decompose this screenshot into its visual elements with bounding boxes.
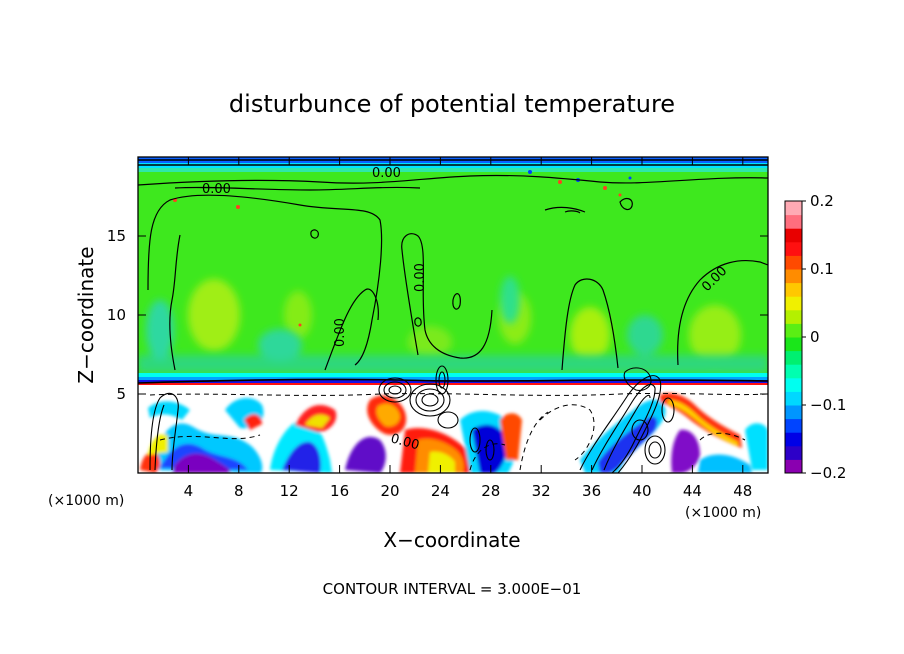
colorbar-swatch — [785, 296, 802, 311]
colorbar-swatch — [785, 309, 802, 324]
y-axis: 5 10 15 — [107, 227, 768, 403]
colorbar-tick-label: −0.2 — [810, 464, 846, 482]
x-tick-label: 44 — [683, 482, 702, 500]
x-tick-label: 12 — [280, 482, 299, 500]
x-tick-label: 40 — [632, 482, 651, 500]
colorbar-swatch — [785, 282, 802, 297]
colorbar-swatch — [785, 364, 802, 379]
contour-label: 0.00 — [372, 166, 401, 181]
y-tick-label: 10 — [107, 306, 126, 324]
colorbar-swatch — [785, 228, 802, 243]
contour-label: 0.00 — [389, 431, 421, 453]
x-axis-label: X−coordinate — [383, 528, 520, 552]
colorbar-swatch — [785, 418, 802, 433]
colorbar-swatch — [785, 459, 802, 474]
chart-title: disturbunce of potential temperature — [229, 90, 675, 118]
x-tick-label: 20 — [380, 482, 399, 500]
colorbar-swatch — [785, 405, 802, 420]
colorbar-swatch — [785, 214, 802, 229]
colorbar-swatch — [785, 201, 802, 216]
x-tick-label: 8 — [234, 482, 244, 500]
colorbar-swatch — [785, 432, 802, 447]
x-tick-label: 32 — [532, 482, 551, 500]
colorbar-swatch — [785, 255, 802, 270]
x-tick-label: 48 — [733, 482, 752, 500]
colorbar-swatch — [785, 391, 802, 406]
colorbar-swatch — [785, 269, 802, 284]
colorbar-swatch — [785, 241, 802, 256]
x-unit-right: (×1000 m) — [685, 505, 761, 521]
colorbar-tick-label: 0 — [810, 328, 820, 346]
colorbar-tick-label: −0.1 — [810, 396, 846, 414]
x-unit-left: (×1000 m) — [48, 493, 124, 509]
y-axis-label: Z−coordinate — [74, 246, 98, 383]
x-axis: 4 8 12 16 20 24 28 32 36 40 44 48 — [184, 157, 752, 500]
colorbar-swatch — [785, 350, 802, 365]
contour-label: 0.00 — [333, 318, 348, 347]
colorbar-swatch — [785, 377, 802, 392]
x-tick-label: 28 — [481, 482, 500, 500]
x-tick-label: 4 — [184, 482, 194, 500]
colorbar-swatch — [785, 337, 802, 352]
colorbar-swatch — [785, 323, 802, 338]
x-tick-label: 24 — [431, 482, 450, 500]
contour-label: 0.00 — [202, 182, 231, 197]
contour-interval-note: CONTOUR INTERVAL = 3.000E−01 — [323, 580, 582, 598]
colorbar-swatch — [785, 445, 802, 460]
x-tick-label: 36 — [582, 482, 601, 500]
x-tick-label: 16 — [330, 482, 349, 500]
contour-label: 0.00 — [413, 263, 428, 292]
colorbar-tick-label: 0.1 — [810, 260, 834, 278]
colorbar-tick-label: 0.2 — [810, 192, 834, 210]
heatmap-field: 0.00 0.00 0.00 0.00 0.00 0.00 — [138, 157, 768, 473]
y-tick-label: 15 — [107, 227, 126, 245]
colorbar: 0.2 0.1 0 −0.1 −0.2 — [784, 192, 846, 482]
y-tick-label: 5 — [116, 385, 126, 403]
